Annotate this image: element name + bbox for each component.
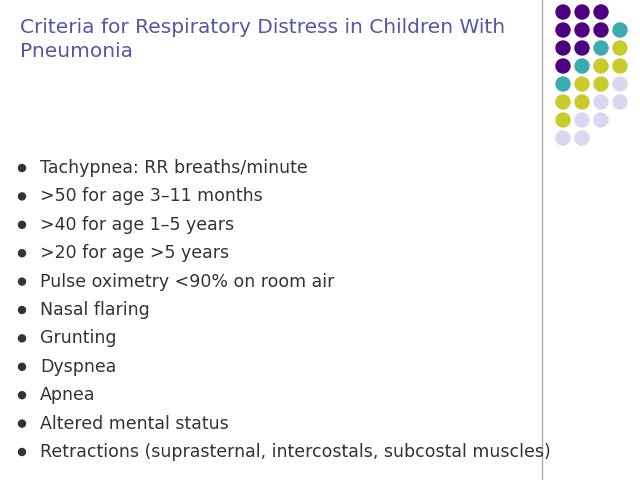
Circle shape [594, 77, 608, 91]
Text: Nasal flaring: Nasal flaring [40, 301, 150, 319]
Text: Dyspnea: Dyspnea [40, 358, 116, 376]
Circle shape [556, 113, 570, 127]
Circle shape [575, 77, 589, 91]
Circle shape [556, 131, 570, 145]
Circle shape [613, 41, 627, 55]
Circle shape [19, 363, 26, 370]
Circle shape [19, 165, 26, 171]
Circle shape [575, 23, 589, 37]
Circle shape [556, 77, 570, 91]
Circle shape [556, 95, 570, 109]
Circle shape [19, 278, 26, 285]
Circle shape [613, 59, 627, 73]
Circle shape [556, 41, 570, 55]
Circle shape [594, 113, 608, 127]
Circle shape [575, 95, 589, 109]
Circle shape [19, 335, 26, 342]
Circle shape [19, 448, 26, 456]
Circle shape [556, 59, 570, 73]
Circle shape [556, 23, 570, 37]
Circle shape [19, 420, 26, 427]
Text: Apnea: Apnea [40, 386, 95, 404]
Circle shape [575, 59, 589, 73]
Text: Tachypnea: RR breaths/minute: Tachypnea: RR breaths/minute [40, 159, 308, 177]
Circle shape [19, 250, 26, 257]
Text: >40 for age 1–5 years: >40 for age 1–5 years [40, 216, 234, 234]
Text: Grunting: Grunting [40, 329, 116, 348]
Circle shape [613, 95, 627, 109]
Text: Altered mental status: Altered mental status [40, 415, 228, 432]
Circle shape [575, 131, 589, 145]
Circle shape [594, 95, 608, 109]
Circle shape [594, 41, 608, 55]
Circle shape [594, 23, 608, 37]
Circle shape [594, 5, 608, 19]
Circle shape [19, 392, 26, 399]
Text: >50 for age 3–11 months: >50 for age 3–11 months [40, 187, 263, 205]
Text: Pulse oximetry <90% on room air: Pulse oximetry <90% on room air [40, 273, 334, 290]
Circle shape [613, 23, 627, 37]
Circle shape [19, 307, 26, 313]
Circle shape [19, 193, 26, 200]
Text: Retractions (suprasternal, intercostals, subcostal muscles): Retractions (suprasternal, intercostals,… [40, 443, 551, 461]
Circle shape [575, 5, 589, 19]
Circle shape [594, 59, 608, 73]
Text: Criteria for Respiratory Distress in Children With
Pneumonia: Criteria for Respiratory Distress in Chi… [20, 18, 505, 61]
Text: >20 for age >5 years: >20 for age >5 years [40, 244, 229, 262]
Circle shape [19, 221, 26, 228]
Circle shape [575, 41, 589, 55]
Circle shape [613, 77, 627, 91]
Circle shape [556, 5, 570, 19]
Circle shape [575, 113, 589, 127]
